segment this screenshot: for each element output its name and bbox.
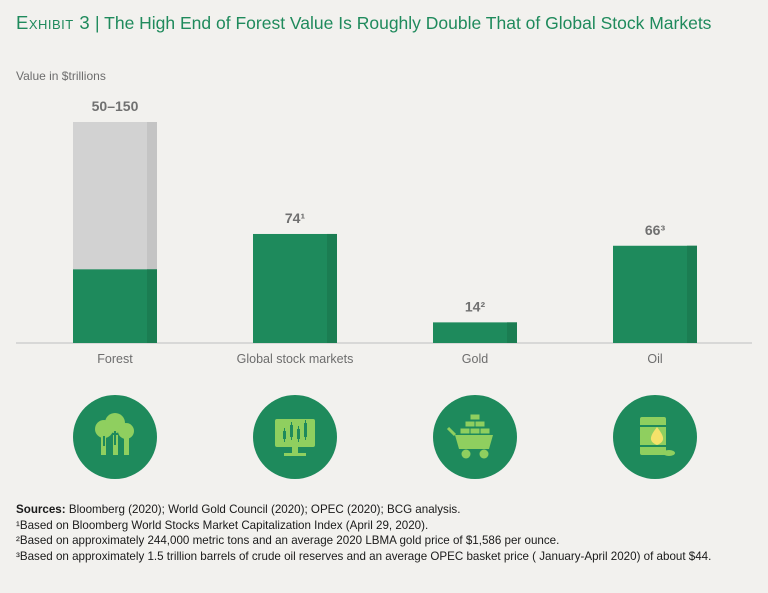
y-axis-label: Value in $trillions	[16, 69, 106, 83]
category-label: Global stock markets	[237, 352, 354, 366]
footnote-1: ¹Based on Bloomberg World Stocks Market …	[16, 518, 429, 532]
bar-forest	[73, 269, 157, 343]
bar-chart: 50–150 Forest 74¹ Global stock markets 14² Go…	[16, 98, 752, 479]
bar-gold	[433, 322, 517, 343]
sources-line: Sources: Bloomberg (2020); World Gold Co…	[16, 502, 752, 518]
chart-title: Exhibit 3 | The High End of Forest Value…	[16, 12, 711, 34]
bar-global-stock-markets	[253, 233, 337, 343]
oil-barrel-icon	[640, 417, 675, 456]
bar-range-shade	[147, 122, 157, 343]
bar-shade	[687, 245, 697, 343]
trees-icon	[95, 413, 134, 455]
data-label: 66³	[645, 222, 666, 238]
category-label: Oil	[647, 352, 662, 366]
title-separator: |	[95, 13, 100, 33]
category-label: Gold	[462, 352, 488, 366]
gold-cart-icon	[446, 413, 493, 459]
title-text: The High End of Forest Value Is Roughly …	[104, 13, 712, 33]
category-label: Forest	[97, 352, 133, 366]
sources-text: Bloomberg (2020); World Gold Council (20…	[65, 503, 461, 516]
data-label: 14²	[465, 298, 486, 314]
bar-shade	[147, 269, 157, 343]
bar-shade	[327, 233, 337, 343]
exhibit-label: Exhibit 3	[16, 12, 91, 33]
footnote-3: ³Based on approximately 1.5 trillion bar…	[16, 549, 712, 563]
stock-monitor-icon	[275, 419, 315, 456]
sources-label: Sources:	[16, 503, 66, 516]
bar-oil	[613, 245, 697, 343]
data-label: 74¹	[285, 210, 306, 226]
data-label: 50–150	[92, 98, 139, 114]
footnote-2: ²Based on approximately 244,000 metric t…	[16, 534, 560, 548]
bar-shade	[507, 322, 517, 343]
footnotes: Sources: Bloomberg (2020); World Gold Co…	[16, 502, 752, 564]
